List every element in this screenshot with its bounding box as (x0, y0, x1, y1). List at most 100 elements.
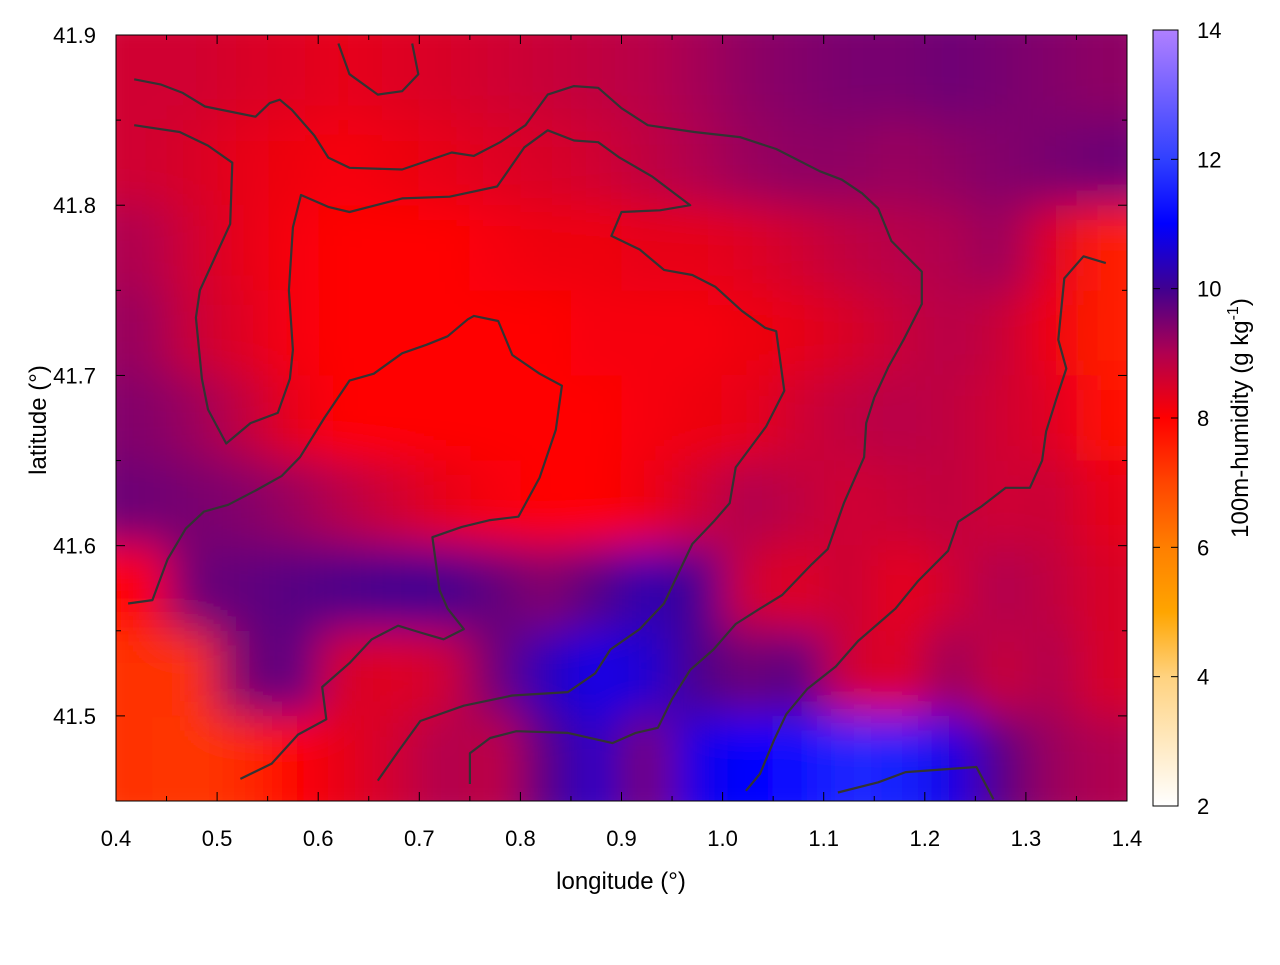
heatmap-cell (469, 290, 521, 376)
heatmap-cell (975, 460, 1026, 546)
heatmap-cell (217, 460, 268, 546)
heatmap-cell (469, 35, 521, 121)
heatmap-cell (975, 375, 1026, 461)
y-tick-label: 41.5 (53, 704, 96, 729)
x-tick-label: 1.3 (1011, 826, 1042, 851)
heatmap-cell (975, 630, 1026, 716)
heatmap-cell (570, 460, 622, 546)
heatmap-cell (773, 460, 824, 546)
x-tick-label: 0.5 (202, 826, 233, 851)
x-axis: 0.4 0.5 0.6 0.7 0.8 0.9 1.0 1.1 1.2 1.3 1.4 (101, 35, 1142, 851)
x-axis-label: longitude (°) (556, 868, 686, 895)
colorbar-tick-label: 4 (1197, 665, 1209, 690)
heatmap-cell (267, 205, 319, 291)
contour-line (133, 78, 923, 784)
heatmap-cell (672, 715, 723, 801)
heatmap-cell (722, 375, 774, 461)
heatmap-cell (823, 545, 875, 631)
colorbar-tick-label: 2 (1197, 794, 1209, 819)
heatmap-cell (570, 290, 622, 376)
heatmap-cell (520, 205, 571, 291)
x-tick-label: 0.8 (505, 826, 536, 851)
heatmap-cell (116, 290, 167, 376)
heatmap-cell (570, 715, 622, 801)
heatmap-cell (267, 545, 319, 631)
heatmap-cell (570, 375, 622, 461)
contour-line (127, 314, 564, 780)
heatmap-cell (166, 205, 218, 291)
heatmap-cell (773, 630, 824, 716)
heatmap-cell (469, 545, 521, 631)
heatmap-cell (823, 460, 875, 546)
heatmap-cell (166, 545, 218, 631)
heatmap-cell (874, 120, 925, 206)
y-tick-label: 41.6 (53, 534, 96, 559)
heatmap-cell (975, 545, 1026, 631)
heatmap-cell (116, 460, 167, 546)
heatmap-cell (975, 120, 1026, 206)
heatmap-cell (975, 290, 1026, 376)
heatmap-cell (520, 35, 571, 121)
heatmap-cell (773, 715, 824, 801)
x-tick-label: 0.7 (404, 826, 435, 851)
heatmap-cell (368, 545, 420, 631)
heatmap-cell (166, 35, 218, 121)
heatmap-cell (469, 460, 521, 546)
heatmap-cell (924, 35, 976, 121)
heatmap-cell (1025, 545, 1077, 631)
heatmap-cell (975, 35, 1026, 121)
heatmap-cell (1025, 120, 1077, 206)
heatmap-cell (1076, 35, 1127, 121)
heatmap-cell (267, 715, 319, 801)
colorbar-ticks: 2 4 6 8 10 12 14 (1153, 18, 1221, 819)
heatmap-cell (368, 290, 420, 376)
heatmap-cell (520, 630, 571, 716)
heatmap-cell (217, 205, 268, 291)
heatmap-cell (166, 460, 218, 546)
heatmap-cell (722, 205, 774, 291)
heatmap-cell (368, 35, 420, 121)
heatmap-cell (419, 205, 470, 291)
heatmap-cell (1025, 460, 1077, 546)
heatmap-cell (520, 120, 571, 206)
heatmap-cell (116, 35, 167, 121)
heatmap-cell (924, 375, 976, 461)
heatmap-cell (318, 460, 369, 546)
heatmap-cell (975, 715, 1026, 801)
heatmap-cell (1025, 205, 1077, 291)
heatmap-cell (924, 290, 976, 376)
heatmap-cell (672, 375, 723, 461)
heatmap-cell (419, 35, 470, 121)
heatmap-cell (672, 290, 723, 376)
contour-lines (127, 43, 1107, 800)
heatmap-cell (621, 290, 673, 376)
colorbar-tick-label: 10 (1197, 277, 1221, 302)
heatmap-cell (722, 290, 774, 376)
heatmap-cell (116, 630, 167, 716)
heatmap-cell (823, 290, 875, 376)
x-tick-label: 0.9 (606, 826, 637, 851)
heatmap-cell (621, 375, 673, 461)
heatmap-cell (217, 290, 268, 376)
heatmap-cell (217, 715, 268, 801)
heatmap-cell (166, 630, 218, 716)
heatmap-cell (267, 460, 319, 546)
heatmap-cell (318, 630, 369, 716)
heatmap-cell (621, 545, 673, 631)
heatmap-cell (722, 35, 774, 121)
contour-line (837, 765, 995, 800)
heatmap-cell (267, 630, 319, 716)
heatmap-cell (318, 205, 369, 291)
contour-line (745, 255, 1107, 792)
heatmap-cell (672, 35, 723, 121)
heatmap-cell (520, 715, 571, 801)
heatmap-cell (217, 630, 268, 716)
heatmap-cell (621, 460, 673, 546)
x-tick-label: 1.0 (707, 826, 738, 851)
heatmap-cell (520, 290, 571, 376)
heatmap-cell (672, 545, 723, 631)
heatmap-cell (368, 460, 420, 546)
heatmap-cell (1025, 630, 1077, 716)
y-tick-label: 41.8 (53, 193, 96, 218)
